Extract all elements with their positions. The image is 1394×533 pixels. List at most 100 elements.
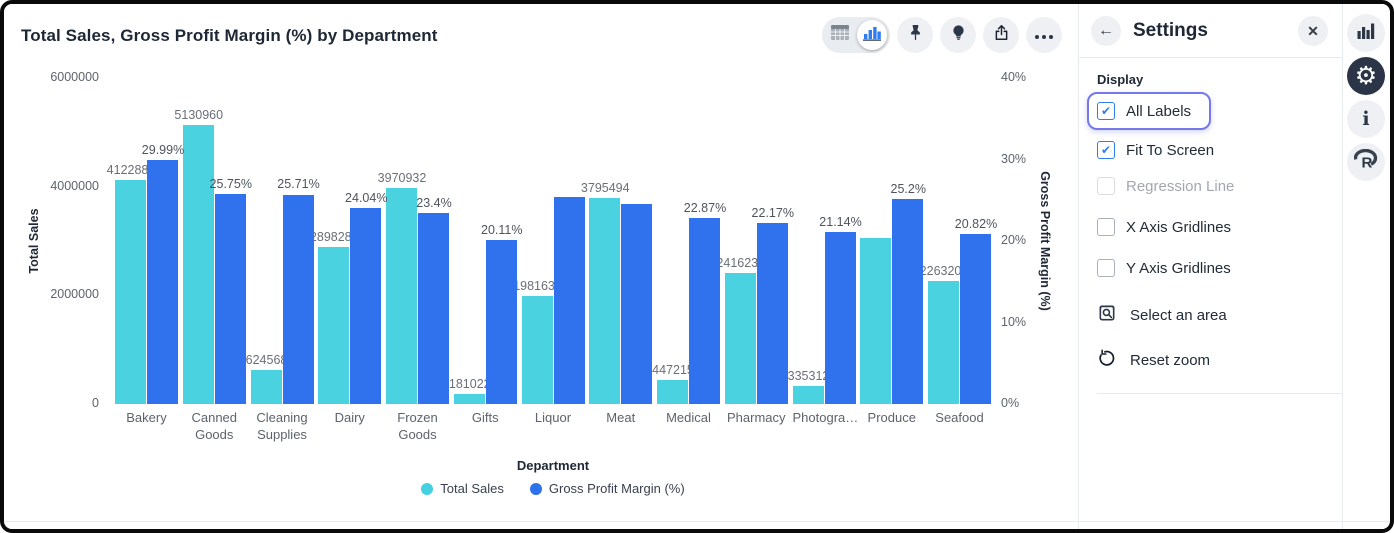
x-category-label: Dairy [334,410,365,425]
table-icon [831,25,849,45]
share-button[interactable] [983,17,1019,53]
bar-gross-profit-margin[interactable] [824,231,856,404]
info-tab-button[interactable]: i [1347,100,1385,138]
bar-total-sales[interactable] [657,379,688,404]
legend-dot [529,482,542,495]
bar-total-sales[interactable] [860,238,892,404]
bar-total-sales[interactable] [115,180,146,404]
close-icon: ✕ [1307,22,1319,39]
x-category-label: Produce [867,410,916,425]
bar-group-6: 1981634 [513,78,585,404]
table-view-button[interactable] [825,20,855,50]
bar-gross-profit-margin[interactable] [282,194,314,404]
bar-group-0: 4122881 29.99% [107,78,184,404]
bulb-icon [949,23,968,47]
insights-button[interactable] [940,17,976,53]
info-icon: i [1362,108,1370,130]
bar-gross-profit-margin[interactable] [418,213,449,404]
bar-gross-profit-margin[interactable] [621,203,653,404]
checkbox-y-axis-gridlines[interactable] [1097,259,1115,277]
bar-total-sales[interactable] [318,246,350,404]
bar-gross-profit-margin[interactable] [892,198,924,404]
bar-gross-profit-margin[interactable] [485,240,517,404]
bar-group-12: 2263205 20.82% [920,78,997,404]
y-axis-left-title: Total Sales [27,208,41,274]
legend-item[interactable]: Total Sales [421,481,504,496]
margin-value-label: 21.14% [819,214,862,229]
bar-total-sales[interactable] [386,188,417,404]
checkbox-regression-line[interactable] [1097,177,1115,195]
bar-total-sales[interactable] [521,296,553,404]
bar-total-sales[interactable] [589,197,621,404]
r-code-tab-button[interactable]: R [1347,143,1385,181]
chart-tab-button[interactable] [1347,14,1385,52]
total-sales-value-label: 447215 [652,362,694,377]
svg-text:R: R [1362,155,1373,171]
legend-item[interactable]: Gross Profit Margin (%) [529,481,685,496]
x-category-label: Liquor [534,410,572,425]
right-toolbar: ⚙ i R [1342,4,1389,529]
margin-value-label: 22.17% [751,206,794,221]
bar-chart-icon [863,25,881,46]
reset-zoom-label: Reset zoom [1130,351,1211,369]
x-category-label: Seafood [935,410,984,425]
focus-ring: ✔ All Labels [1087,92,1212,130]
settings-tab-button[interactable]: ⚙ [1347,57,1385,95]
y-axis-left-ticks: 6000000 4000000 2000000 0 [44,70,107,410]
margin-value-label: 25.75% [209,177,252,192]
bar-gross-profit-margin[interactable] [553,197,585,404]
bar-total-sales[interactable] [792,385,824,404]
bar-total-sales[interactable] [453,394,485,404]
x-category-label: Canned Goods [191,410,238,442]
x-category-label: Meat [606,410,636,425]
checkbox-all-labels[interactable]: ✔ [1097,102,1115,120]
settings-body: Display ✔ All Labels ✔ Fit To Screen Regress… [1079,58,1342,394]
legend-label: Total Sales [440,481,504,496]
bar-group-2: 624568 25.71% [246,78,320,404]
display-options: ✔ All Labels ✔ Fit To Screen Regression Line… [1087,92,1326,282]
select-area-button[interactable]: Select an area [1097,303,1326,327]
bar-total-sales[interactable] [724,272,756,404]
chart-widget: Total Sales, Gross Profit Margin (%) by … [4,4,1078,529]
x-category-label: Medical [666,410,711,425]
share-icon [992,23,1011,47]
back-button[interactable]: ← [1091,16,1121,46]
reset-zoom-button[interactable]: Reset zoom [1097,348,1326,372]
bar-gross-profit-margin[interactable] [214,194,246,404]
bar-total-sales[interactable] [250,370,282,404]
bar-total-sales[interactable] [928,281,959,404]
settings-panel: ← Settings ✕ Display ✔ All Labels ✔ Fit To … [1078,4,1342,529]
select-area-icon [1097,303,1117,327]
option-row-y-axis-gridlines: Y Axis Gridlines [1097,259,1326,282]
bar-total-sales[interactable] [182,125,214,404]
total-sales-value-label: 335312 [787,368,830,383]
checkbox-fit-to-screen[interactable]: ✔ [1097,141,1115,159]
view-toggle [822,17,890,53]
checkbox-x-axis-gridlines[interactable] [1097,218,1115,236]
margin-value-label: 25.71% [277,177,320,192]
total-sales-value-label: 2416230 [716,255,766,270]
checkbox-label-fit-to-screen: Fit To Screen [1126,141,1215,159]
total-sales-value-label: 2263205 [919,264,969,279]
bar-gross-profit-margin[interactable] [147,159,178,404]
total-sales-value-label: 4122881 [106,163,156,177]
pin-button[interactable] [897,17,933,53]
x-categories: Bakery Canned Goods Cleaning Supplies Dairy… [115,410,991,444]
total-sales-value-label: 2898285 [309,229,359,244]
margin-value-label: 20.11% [481,223,523,238]
back-arrow-icon: ← [1098,22,1114,39]
more-button[interactable] [1026,17,1062,53]
y-right-tick: 30% [1001,151,1027,166]
bar-gross-profit-margin[interactable] [689,217,720,404]
bar-gross-profit-margin[interactable] [756,223,788,404]
settings-title: Settings [1133,20,1208,41]
chart-view-button[interactable] [857,20,887,50]
bar-group-1: 5130960 25.75% [174,78,252,404]
plot-area[interactable]: 4122881 29.99% 5130960 25.75% 624568 25.71% 28… [107,78,997,404]
bar-gross-profit-margin[interactable] [960,234,991,404]
close-button[interactable]: ✕ [1298,16,1328,46]
margin-value-label: 23.4% [416,196,452,211]
y-right-tick: 40% [1001,70,1027,84]
bar-gross-profit-margin[interactable] [350,208,382,404]
